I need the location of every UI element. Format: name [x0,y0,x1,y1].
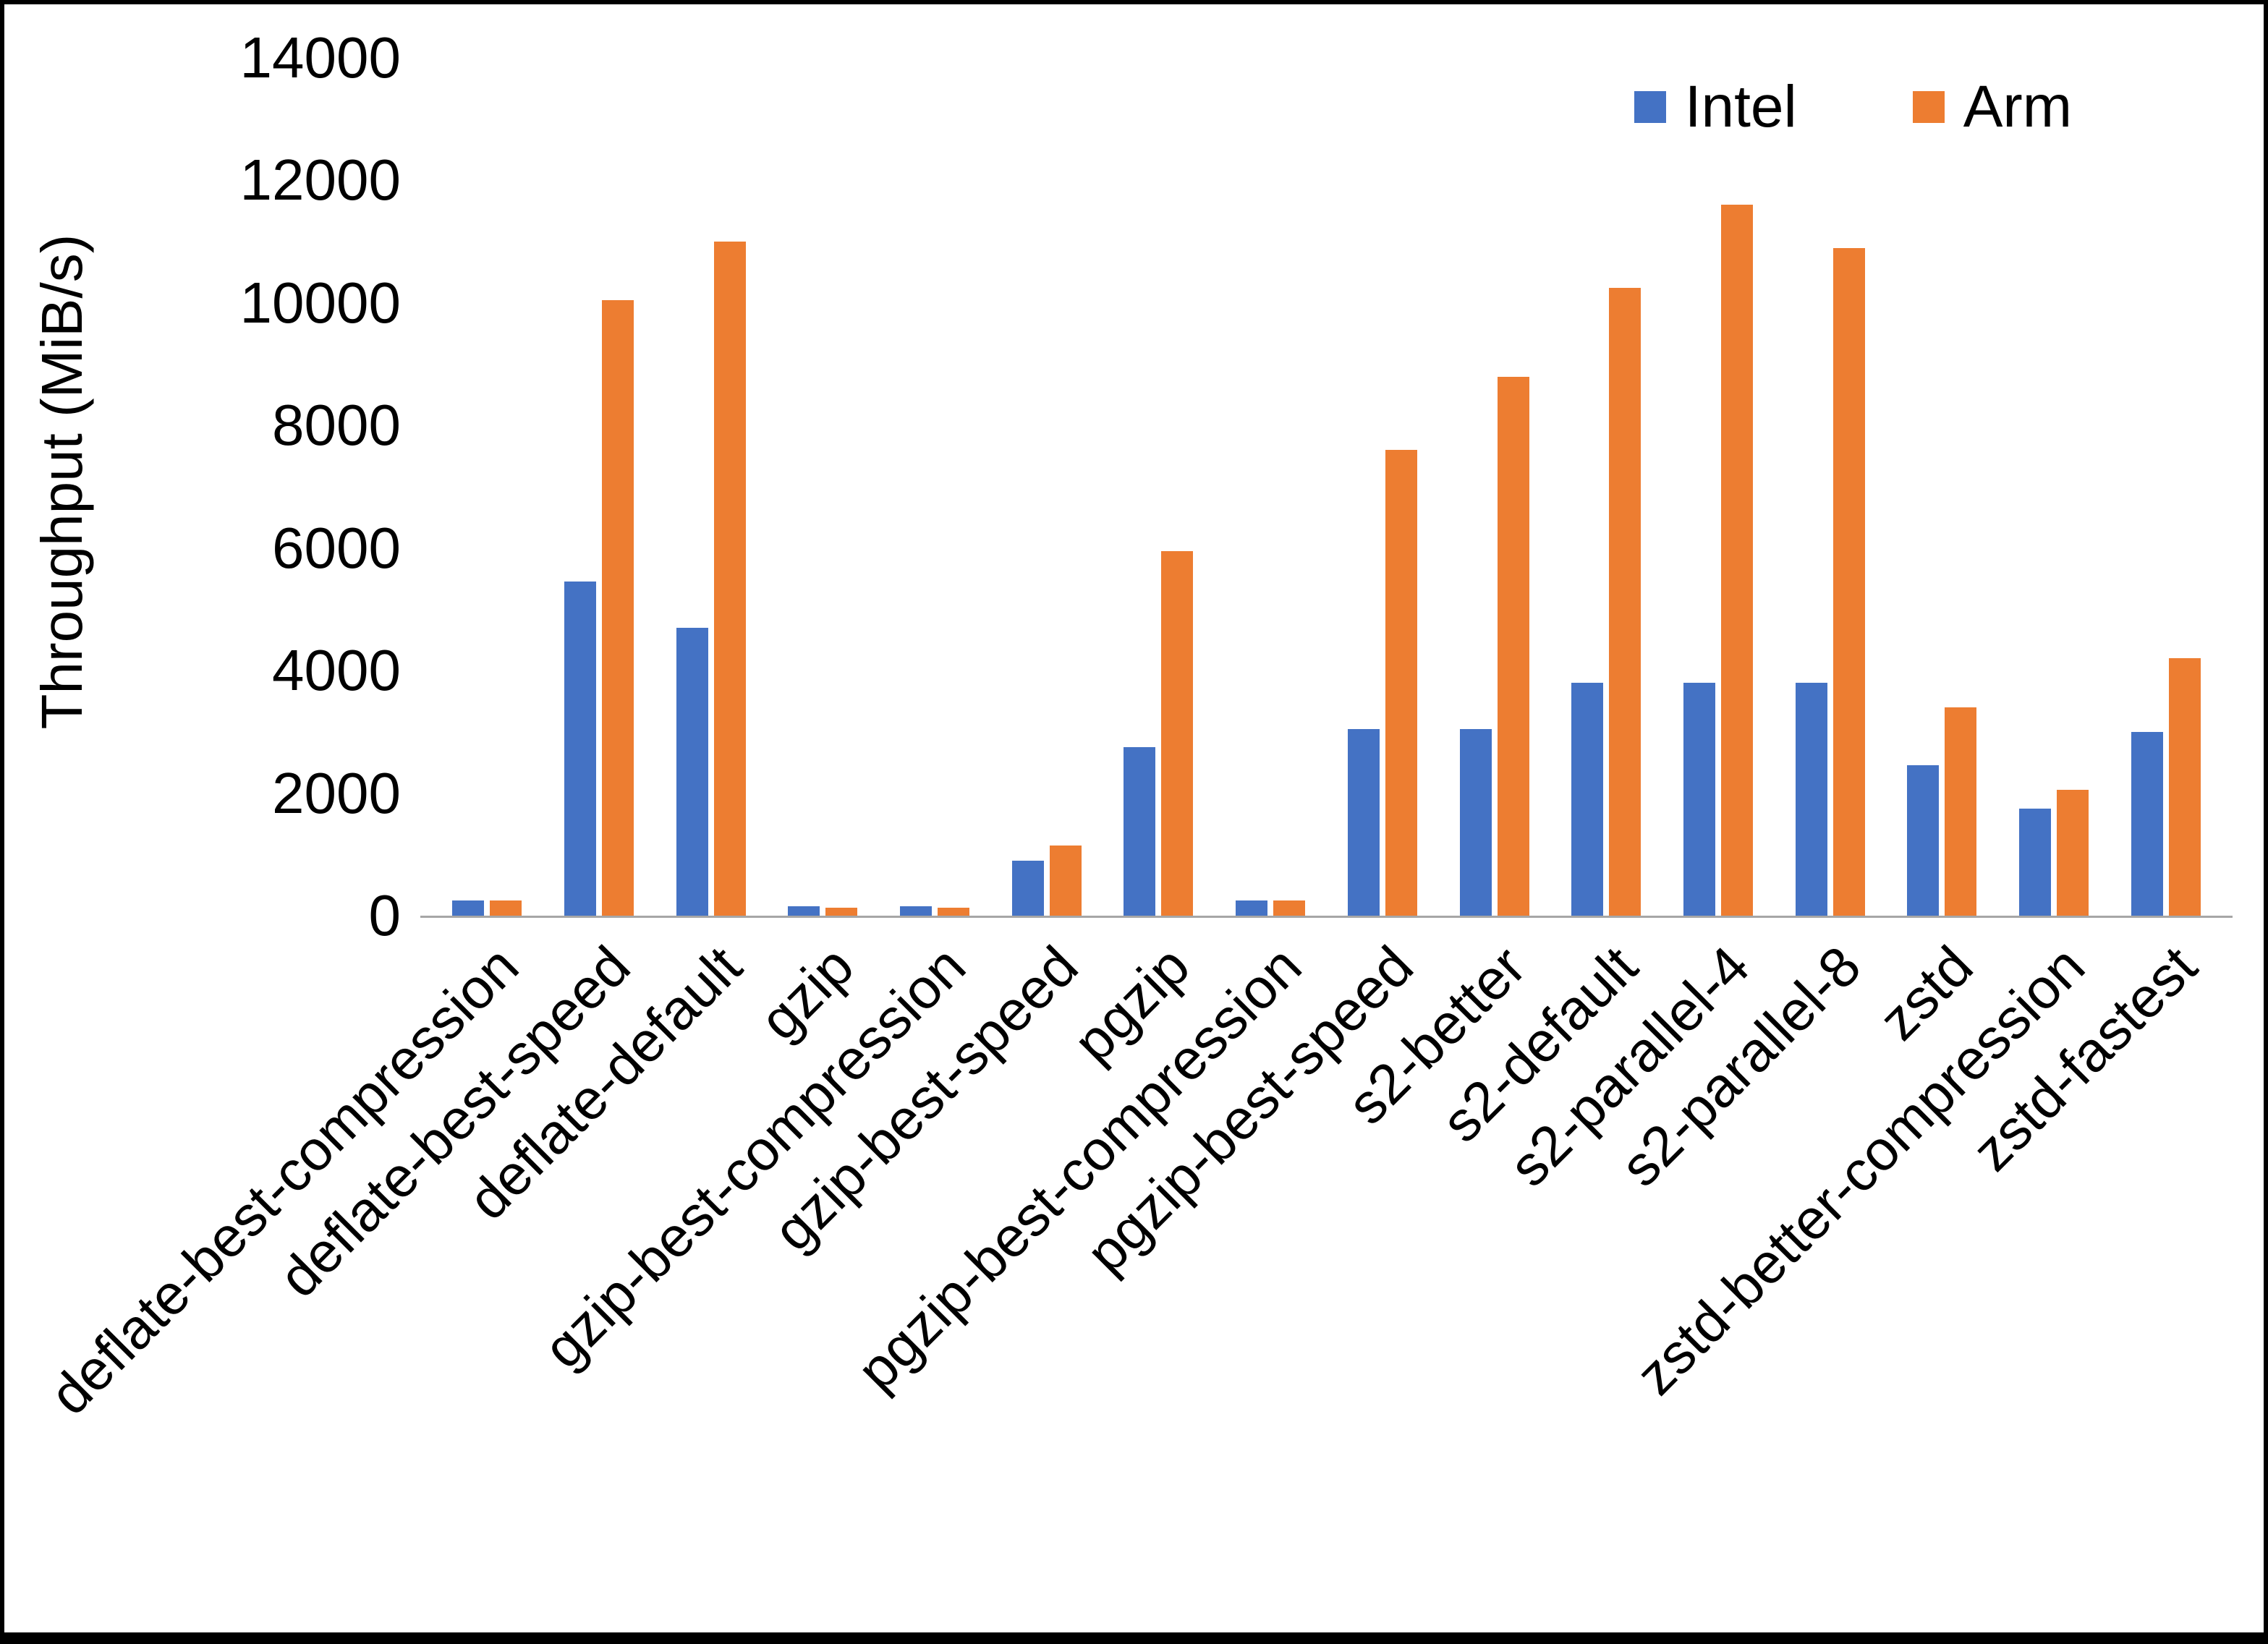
y-axis-tick-label: 10000 [239,270,401,335]
bar-arm [1049,845,1082,916]
legend-swatch-intel [1634,91,1666,123]
bar-intel [1907,765,1940,916]
legend-swatch-arm [1912,91,1945,123]
bar-group: s2-parallel-4 [1497,58,1775,1198]
y-axis-tick-label: 6000 [272,515,401,580]
bar-group: gzip-best-speed [761,58,1103,1263]
legend-item-arm: Arm [1912,73,2072,141]
bar-arm [713,242,746,916]
bar-group: s2-parallel-8 [1608,58,1886,1198]
bar-group: pgzip [1061,58,1215,1074]
bar-group: deflate-best-compression [37,58,543,1427]
bar-group: zstd [1866,58,1998,1052]
bar-intel [1011,860,1044,916]
bar-intel [676,627,708,916]
y-axis-tick-labels: 0 2000 4000 6000 8000 10000 12000 14000 [4,4,401,1632]
bar-intel [1124,747,1156,916]
bar-intel [1459,728,1492,916]
y-axis-tick-label: 4000 [272,638,401,703]
bar-intel [1795,683,1827,916]
bar-intel [564,582,597,916]
bar-arm [1945,707,1977,916]
legend-label: Intel [1684,74,1797,140]
bar-arm [490,900,522,916]
bar-intel [788,906,820,916]
bar-arm [1609,287,1641,916]
bar-arm [938,908,970,916]
bar-intel [1571,683,1604,916]
bar-group: pgzip-best-compression [845,58,1327,1402]
bar-group: pgzip-best-speed [1074,58,1439,1285]
bar-arm [1385,450,1417,916]
bar-intel [2018,808,2051,916]
bar-intel [1236,900,1268,916]
legend: Intel Arm [1634,73,2072,141]
bar-intel [2131,731,2163,916]
bar-groups: deflate-best-compression deflate-best-spe… [37,58,2222,1427]
bar-group: s2-better [1335,58,1550,1136]
legend-item-intel: Intel [1634,73,1797,141]
bar-arm [1832,247,1865,916]
bar-group: gzip [747,58,879,1052]
y-axis-tick-label: 8000 [272,393,401,458]
y-axis-tick-label: 14000 [239,25,401,90]
bar-arm [2056,790,2089,916]
bar-arm [1720,205,1753,916]
y-axis-tick-label: 2000 [272,760,401,825]
bar-arm [1273,900,1306,916]
bar-arm [602,299,634,916]
y-axis-tick-label: 0 [368,883,402,947]
bar-group: s2-default [1429,58,1662,1154]
bar-arm [2168,658,2201,916]
plot-area: deflate-best-compression deflate-best-spe… [37,58,2222,1427]
bar-arm [1161,550,1194,916]
bar-arm [1497,376,1529,916]
legend-label: Arm [1963,74,2072,140]
y-axis-tick-label: 12000 [239,148,401,213]
bar-intel [1347,728,1380,916]
bar-group: zstd-better-compression [1624,58,2110,1407]
bar-intel [1683,683,1715,916]
x-axis-line [420,916,2233,918]
bar-group: zstd-fastest [1960,58,2222,1183]
bar-intel [900,906,933,916]
bar-group: deflate-best-speed [266,58,655,1309]
bar-group: gzip-best-compression [531,58,991,1380]
bar-group: deflate-default [456,58,767,1232]
bar-arm [825,908,858,916]
bar-intel [452,900,485,916]
